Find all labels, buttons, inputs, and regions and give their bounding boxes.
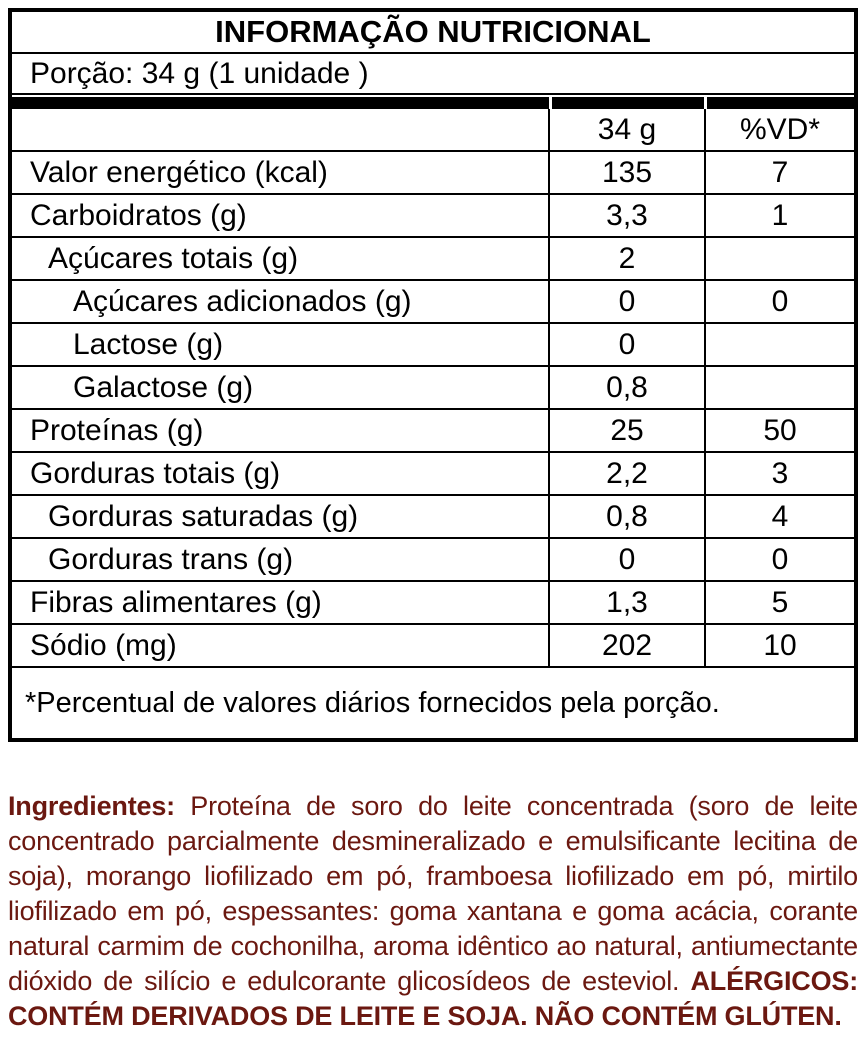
nutrient-dv: 0: [704, 281, 854, 322]
nutrient-dv: 10: [704, 625, 854, 666]
header-amount-col: 34 g: [548, 109, 704, 150]
ingredients-paragraph: Ingredientes: Proteína de soro do leite …: [8, 789, 858, 1034]
table-row: Gorduras trans (g) 0 0: [12, 537, 854, 580]
table-title-row: INFORMAÇÃO NUTRICIONAL: [12, 12, 854, 52]
nutrient-dv: [704, 324, 854, 365]
serving-size-row: Porção: 34 g (1 unidade ): [12, 52, 854, 93]
nutrient-amount: 0: [548, 539, 704, 580]
table-row: Gorduras saturadas (g) 0,8 4: [12, 494, 854, 537]
nutrient-amount: 25: [548, 410, 704, 451]
daily-values-footnote: *Percentual de valores diários fornecido…: [25, 686, 720, 719]
nutrient-amount: 0: [548, 281, 704, 322]
nutrient-dv: 50: [704, 410, 854, 451]
table-row: Galactose (g) 0,8: [12, 365, 854, 408]
ingredients-body: Proteína de soro do leite concentrada (s…: [8, 791, 858, 996]
table-row: Fibras alimentares (g) 1,3 5: [12, 580, 854, 623]
nutrient-dv: [704, 238, 854, 279]
nutrient-label: Carboidratos (g): [30, 198, 247, 232]
nutrient-amount: 0: [548, 324, 704, 365]
nutrient-dv: 1: [704, 195, 854, 236]
nutrient-label: Gorduras totais (g): [30, 456, 281, 490]
nutrient-dv: 5: [704, 582, 854, 623]
nutrient-label: Valor energético (kcal): [30, 155, 328, 189]
nutrient-amount: 202: [548, 625, 704, 666]
serving-size-text: Porção: 34 g (1 unidade ): [30, 56, 369, 90]
nutrient-dv: 0: [704, 539, 854, 580]
nutrient-dv: 7: [704, 152, 854, 193]
daily-values-footnote-row: *Percentual de valores diários fornecido…: [12, 666, 854, 738]
nutrient-label: Galactose (g): [73, 370, 254, 404]
nutrient-amount: 1,3: [548, 582, 704, 623]
nutrient-label: Gorduras saturadas (g): [48, 499, 359, 533]
table-row: Gorduras totais (g) 2,2 3: [12, 451, 854, 494]
nutrient-amount: 3,3: [548, 195, 704, 236]
nutrient-label: Açúcares totais (g): [48, 241, 299, 275]
header-empty-cell: [12, 109, 548, 150]
allergens-statement: ALÉRGICOS: CONTÉM DERIVADOS DE LEITE E S…: [8, 966, 858, 1031]
nutrient-dv: 3: [704, 453, 854, 494]
nutrient-amount: 0,8: [548, 367, 704, 408]
table-row: Carboidratos (g) 3,3 1: [12, 193, 854, 236]
table-row: Açúcares adicionados (g) 0 0: [12, 279, 854, 322]
nutrient-dv: [704, 367, 854, 408]
table-row: Proteínas (g) 25 50: [12, 408, 854, 451]
thick-divider-bar: [12, 93, 854, 109]
header-dv-col: %VD*: [704, 109, 854, 150]
table-title: INFORMAÇÃO NUTRICIONAL: [215, 14, 651, 49]
nutrition-facts-table: INFORMAÇÃO NUTRICIONAL Porção: 34 g (1 u…: [8, 8, 858, 742]
nutrient-label: Açúcares adicionados (g): [73, 284, 412, 318]
column-header-row: 34 g %VD*: [12, 109, 854, 150]
nutrient-label: Proteínas (g): [30, 413, 204, 447]
divider-bar-segment: [12, 97, 549, 109]
table-row: Lactose (g) 0: [12, 322, 854, 365]
nutrient-label: Lactose (g): [73, 327, 224, 361]
nutrient-label: Gorduras trans (g): [48, 542, 294, 576]
table-row: Açúcares totais (g) 2: [12, 236, 854, 279]
nutrient-label: Fibras alimentares (g): [30, 585, 322, 619]
nutrient-amount: 135: [548, 152, 704, 193]
divider-bar-segment: [707, 97, 854, 109]
nutrient-dv: 4: [704, 496, 854, 537]
ingredients-label: Ingredientes:: [8, 791, 175, 821]
nutrient-amount: 2,2: [548, 453, 704, 494]
table-row: Sódio (mg) 202 10: [12, 623, 854, 666]
nutrient-label: Sódio (mg): [30, 628, 177, 662]
nutrient-amount: 2: [548, 238, 704, 279]
table-row: Valor energético (kcal) 135 7: [12, 150, 854, 193]
nutrient-amount: 0,8: [548, 496, 704, 537]
divider-bar-segment: [552, 97, 704, 109]
